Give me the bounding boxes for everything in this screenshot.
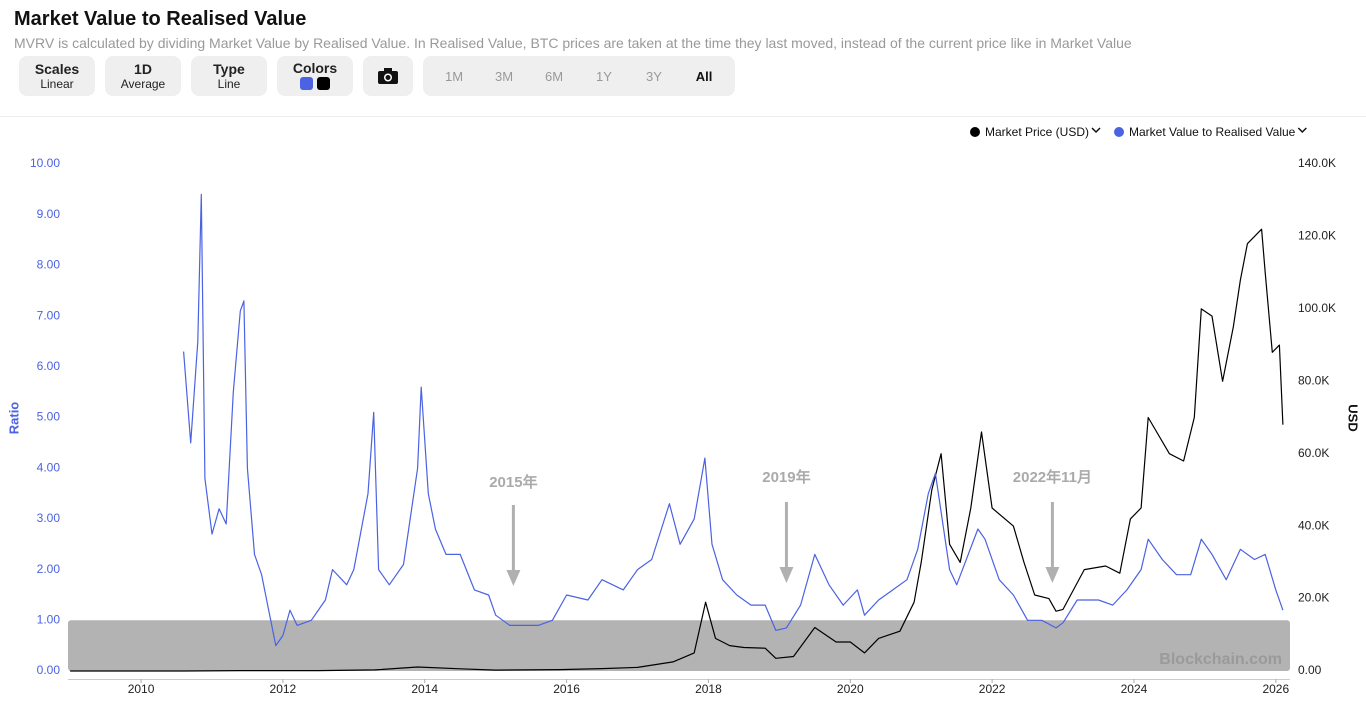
legend-dot [970,127,980,137]
type-button[interactable]: Type Line [191,56,267,96]
resolution-button[interactable]: 1D Average [105,56,181,96]
x-tick-label: 2022 [979,682,1006,696]
legend-dot [1114,127,1125,137]
x-tick-label: 2012 [270,682,297,696]
toolbar: Scales Linear 1D Average Type Line Colors 1… [19,56,735,96]
range-button[interactable]: All [695,68,713,84]
x-tick-label: 2014 [411,682,438,696]
button-title: Type [213,61,245,77]
arrow-head [1045,567,1060,583]
y2-tick-label: 80.0K [1298,373,1329,387]
y-tick-label: 0.00 [37,663,61,677]
y-tick-label: 10.00 [30,156,60,170]
page-subtitle: MVRV is calculated by dividing Market Va… [14,35,1132,51]
y2-tick-label: 0.00 [1298,663,1322,677]
x-tick-label: 2018 [695,682,722,696]
color-swatch [317,76,330,90]
legend-chevron [1091,127,1101,134]
page-title: Market Value to Realised Value [14,8,307,30]
legend-label: Market Value to Realised Value [1129,125,1296,139]
series-line [183,193,1284,647]
y2-tick-label: 120.0K [1298,229,1336,243]
annotation: 2019年 [762,468,810,486]
header: Market Value to Realised Value MVRV is c… [14,8,1132,51]
range-button[interactable]: 6M [544,68,564,84]
y-tick-label: 6.00 [37,359,61,373]
button-title: 1D [134,61,152,77]
button-value: Average [120,77,166,91]
legend-item[interactable]: Market Price (USD) [970,125,1101,139]
legend-chevron [1297,127,1307,134]
y2-tick-label: 60.0K [1298,446,1329,460]
range-selector: 1M 3M 6M 1Y 3Y All [423,56,735,96]
y-tick-label: 8.00 [37,258,61,272]
x-tick-label: 2024 [1121,682,1148,696]
x-tick-label: 2026 [1262,682,1289,696]
range-button[interactable]: 1Y [596,68,612,84]
arrow-head [779,567,794,583]
colors-button[interactable]: Colors [277,56,353,96]
y-tick-label: 4.00 [37,460,61,474]
camera-button[interactable] [363,56,413,96]
camera-icon [378,68,398,84]
range-button[interactable]: 1M [444,68,464,84]
series-line [70,228,1284,672]
color-swatch [300,76,313,90]
y-tick-label: 1.00 [37,612,61,626]
y2-tick-label: 100.0K [1298,301,1336,315]
y-tick-label: 3.00 [37,511,61,525]
x-tick-label: 2016 [553,682,580,696]
arrow-head [506,570,521,586]
y-tick-label: 5.00 [37,410,61,424]
y2-tick-label: 40.0K [1298,518,1329,532]
button-value: Line [217,77,241,91]
y-tick-label: 2.00 [37,562,61,576]
y-tick-label: 9.00 [37,207,61,221]
x-tick-label: 2010 [128,682,155,696]
button-value: Linear [40,77,74,91]
legend-label: Market Price (USD) [985,125,1089,139]
watermark: Blockchain.com [1159,651,1282,668]
swatches [298,76,332,93]
range-button[interactable]: 3Y [646,68,662,84]
threshold-band [68,620,1290,671]
button-title: Colors [292,59,338,76]
scales-button[interactable]: Scales Linear [19,56,95,96]
legend-item[interactable]: Market Value to Realised Value [1114,125,1307,139]
annotation: 2022年11月 [1013,468,1092,486]
y-tick-label: 7.00 [37,308,61,322]
y2-tick-label: 140.0K [1298,156,1336,170]
y-axis-title: Ratio [6,402,21,435]
annotation: 2015年 [489,473,537,491]
range-button[interactable]: 3M [494,68,514,84]
x-tick-label: 2020 [837,682,864,696]
y2-tick-label: 20.0K [1298,591,1329,605]
button-title: Scales [34,61,80,77]
y2-axis-title: USD [1346,404,1361,431]
